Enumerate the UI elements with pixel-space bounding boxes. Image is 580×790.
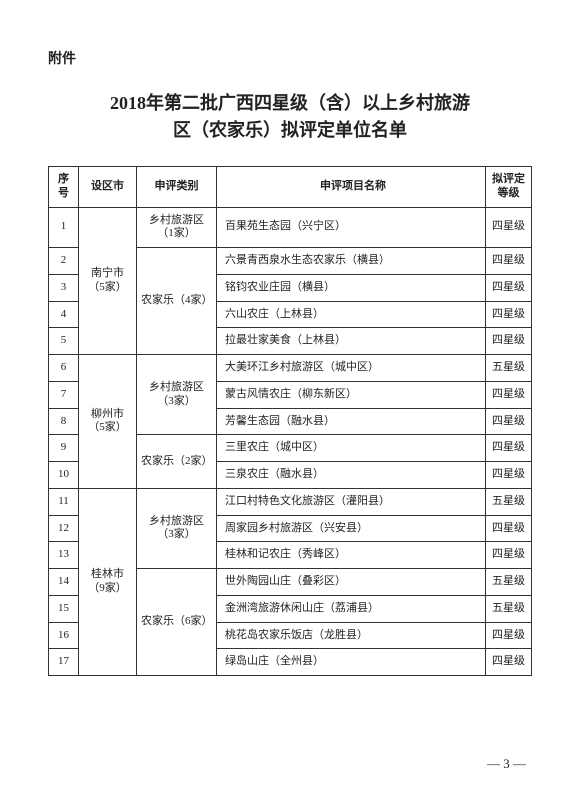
- cell-grade: 四星级: [486, 274, 532, 301]
- cell-category: 农家乐（6家）: [137, 569, 217, 676]
- cell-seq: 10: [49, 462, 79, 489]
- cell-project-name: 百果苑生态园（兴宁区）: [217, 207, 486, 248]
- table-row: 11桂林市（9家）乡村旅游区（3家）江口村特色文化旅游区（灌阳县）五星级: [49, 488, 532, 515]
- cell-seq: 16: [49, 622, 79, 649]
- cell-project-name: 桂林和记农庄（秀峰区）: [217, 542, 486, 569]
- cell-seq: 5: [49, 328, 79, 355]
- header-seq: 序号: [49, 167, 79, 208]
- header-category: 申评类别: [137, 167, 217, 208]
- cell-grade: 四星级: [486, 542, 532, 569]
- cell-project-name: 三泉农庄（融水县）: [217, 462, 486, 489]
- header-grade: 拟评定等级: [486, 167, 532, 208]
- cell-project-name: 蒙古风情农庄（柳东新区）: [217, 381, 486, 408]
- document-title: 2018年第二批广西四星级（含）以上乡村旅游 区（农家乐）拟评定单位名单: [48, 90, 532, 144]
- header-project: 申评项目名称: [217, 167, 486, 208]
- cell-grade: 五星级: [486, 569, 532, 596]
- cell-grade: 四星级: [486, 435, 532, 462]
- table-row: 6柳州市（5家）乡村旅游区（3家）大美环江乡村旅游区（城中区）五星级: [49, 355, 532, 382]
- cell-grade: 四星级: [486, 328, 532, 355]
- cell-city: 南宁市（5家）: [79, 207, 137, 355]
- cell-seq: 3: [49, 274, 79, 301]
- cell-seq: 6: [49, 355, 79, 382]
- cell-seq: 7: [49, 381, 79, 408]
- cell-seq: 8: [49, 408, 79, 435]
- cell-city: 柳州市（5家）: [79, 355, 137, 489]
- cell-category: 农家乐（2家）: [137, 435, 217, 489]
- cell-grade: 五星级: [486, 595, 532, 622]
- cell-project-name: 铭钧农业庄园（横县）: [217, 274, 486, 301]
- attachment-label: 附件: [48, 48, 532, 68]
- cell-grade: 五星级: [486, 488, 532, 515]
- cell-seq: 2: [49, 248, 79, 275]
- cell-seq: 14: [49, 569, 79, 596]
- cell-project-name: 金洲湾旅游休闲山庄（荔浦县）: [217, 595, 486, 622]
- title-line-2: 区（农家乐）拟评定单位名单: [48, 117, 532, 144]
- cell-category: 乡村旅游区（3家）: [137, 355, 217, 435]
- cell-seq: 9: [49, 435, 79, 462]
- rating-table: 序号 设区市 申评类别 申评项目名称 拟评定等级 1南宁市（5家）乡村旅游区（1…: [48, 166, 532, 676]
- cell-grade: 四星级: [486, 649, 532, 676]
- cell-project-name: 芳馨生态园（融水县）: [217, 408, 486, 435]
- cell-project-name: 大美环江乡村旅游区（城中区）: [217, 355, 486, 382]
- cell-seq: 11: [49, 488, 79, 515]
- cell-city: 桂林市（9家）: [79, 488, 137, 675]
- cell-seq: 1: [49, 207, 79, 248]
- cell-category: 农家乐（4家）: [137, 248, 217, 355]
- cell-grade: 四星级: [486, 408, 532, 435]
- cell-category: 乡村旅游区（1家）: [137, 207, 217, 248]
- cell-grade: 四星级: [486, 462, 532, 489]
- cell-project-name: 绿岛山庄（全州县）: [217, 649, 486, 676]
- table-row: 1南宁市（5家）乡村旅游区（1家）百果苑生态园（兴宁区）四星级: [49, 207, 532, 248]
- cell-project-name: 三里农庄（城中区）: [217, 435, 486, 462]
- cell-grade: 四星级: [486, 622, 532, 649]
- cell-grade: 四星级: [486, 248, 532, 275]
- cell-project-name: 六景青西泉水生态农家乐（横县）: [217, 248, 486, 275]
- cell-seq: 4: [49, 301, 79, 328]
- cell-grade: 四星级: [486, 301, 532, 328]
- header-city: 设区市: [79, 167, 137, 208]
- cell-category: 乡村旅游区（3家）: [137, 488, 217, 568]
- cell-grade: 四星级: [486, 207, 532, 248]
- cell-seq: 17: [49, 649, 79, 676]
- title-line-1: 2018年第二批广西四星级（含）以上乡村旅游: [48, 90, 532, 117]
- cell-project-name: 六山农庄（上林县）: [217, 301, 486, 328]
- cell-project-name: 桃花岛农家乐饭店（龙胜县）: [217, 622, 486, 649]
- cell-seq: 15: [49, 595, 79, 622]
- cell-grade: 五星级: [486, 355, 532, 382]
- table-header-row: 序号 设区市 申评类别 申评项目名称 拟评定等级: [49, 167, 532, 208]
- cell-grade: 四星级: [486, 381, 532, 408]
- cell-project-name: 周家园乡村旅游区（兴安县）: [217, 515, 486, 542]
- page-number: — 3 —: [487, 756, 526, 772]
- cell-project-name: 拉最壮家美食（上林县）: [217, 328, 486, 355]
- cell-grade: 四星级: [486, 515, 532, 542]
- cell-project-name: 世外陶园山庄（叠彩区）: [217, 569, 486, 596]
- cell-seq: 12: [49, 515, 79, 542]
- cell-seq: 13: [49, 542, 79, 569]
- cell-project-name: 江口村特色文化旅游区（灌阳县）: [217, 488, 486, 515]
